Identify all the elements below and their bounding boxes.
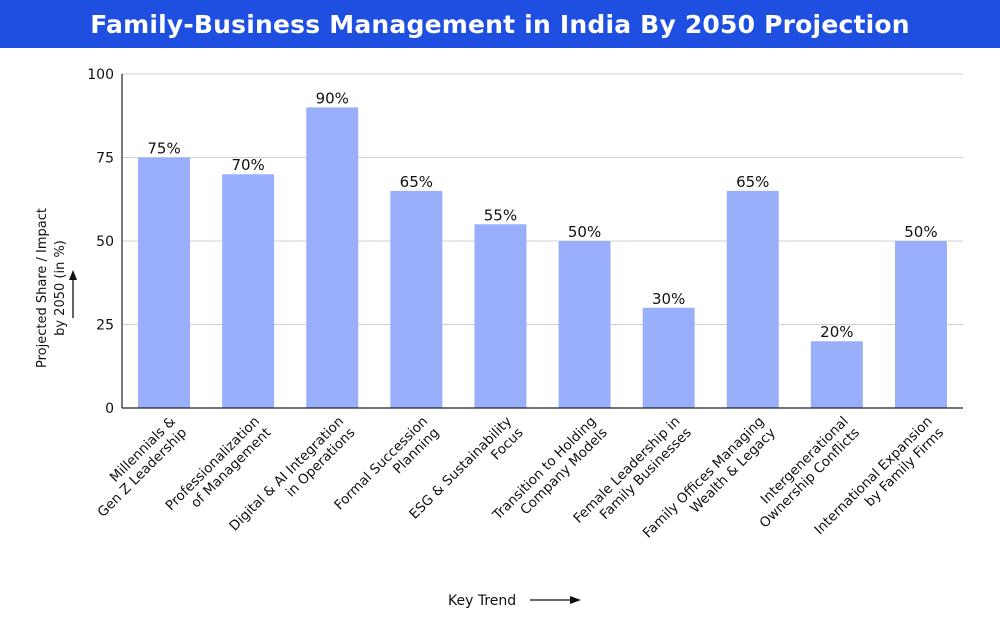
y-axis-arrowhead-icon bbox=[69, 270, 77, 280]
data-label: 20% bbox=[820, 323, 853, 341]
y-tick-label: 25 bbox=[96, 318, 114, 334]
bar bbox=[726, 190, 779, 408]
data-label: 50% bbox=[568, 223, 601, 241]
y-tick-label: 50 bbox=[96, 234, 114, 250]
data-label: 50% bbox=[904, 223, 937, 241]
bar bbox=[390, 190, 443, 408]
bar bbox=[558, 241, 611, 408]
bar bbox=[474, 224, 527, 408]
x-axis-title: Key Trend bbox=[448, 593, 516, 609]
x-axis-arrowhead-icon bbox=[570, 596, 581, 604]
data-label: 75% bbox=[147, 140, 180, 158]
chart-title: Family-Business Management in India By 2… bbox=[90, 9, 910, 39]
data-label: 90% bbox=[316, 89, 349, 107]
data-label: 55% bbox=[484, 206, 517, 224]
bar bbox=[138, 157, 191, 408]
bar bbox=[894, 241, 947, 408]
bar bbox=[642, 307, 695, 408]
y-axis-title-line: by 2050 (in %) bbox=[53, 240, 68, 336]
y-tick-label: 75 bbox=[96, 151, 114, 167]
y-axis-title: Projected Share / Impact by 2050 (in %) bbox=[35, 208, 68, 368]
data-label: 30% bbox=[652, 290, 685, 308]
y-tick-label: 0 bbox=[105, 401, 114, 417]
bar bbox=[306, 107, 359, 409]
title-banner: Family-Business Management in India By 2… bbox=[0, 0, 1000, 48]
data-label: 65% bbox=[736, 173, 769, 191]
data-label: 70% bbox=[231, 156, 264, 174]
bar bbox=[810, 341, 863, 408]
y-axis-title-line: Projected Share / Impact bbox=[35, 208, 50, 368]
y-tick-label: 100 bbox=[87, 67, 114, 83]
bar bbox=[222, 174, 275, 408]
data-label: 65% bbox=[400, 173, 433, 191]
